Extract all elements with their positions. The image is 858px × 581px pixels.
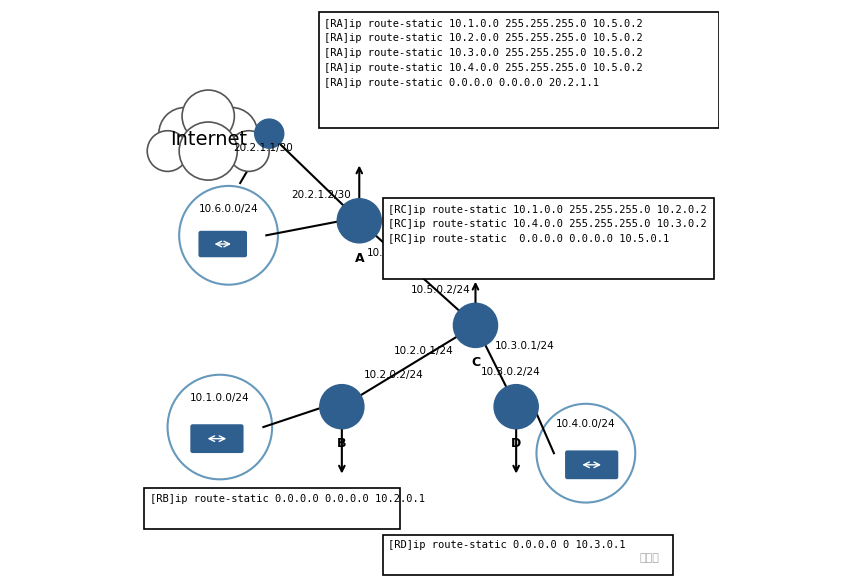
- Circle shape: [494, 385, 538, 429]
- Text: 10.2.0.2/24: 10.2.0.2/24: [365, 370, 424, 379]
- Circle shape: [337, 199, 381, 243]
- Text: [RD]ip route-static 0.0.0.0 0 10.3.0.1: [RD]ip route-static 0.0.0.0 0 10.3.0.1: [389, 540, 625, 550]
- Text: 10.4.0.0/24: 10.4.0.0/24: [556, 419, 616, 429]
- FancyBboxPatch shape: [383, 535, 673, 575]
- FancyBboxPatch shape: [197, 230, 248, 258]
- Text: 10.6.0.0/24: 10.6.0.0/24: [199, 204, 258, 214]
- Text: [RC]ip route-static 10.1.0.0 255.255.255.0 10.2.0.2
[RC]ip route-static 10.4.0.0: [RC]ip route-static 10.1.0.0 255.255.255…: [389, 205, 707, 244]
- Text: 10.5.0.1/24: 10.5.0.1/24: [367, 248, 427, 257]
- Text: B: B: [337, 437, 347, 450]
- Circle shape: [179, 122, 238, 180]
- Text: Internet: Internet: [170, 130, 247, 149]
- FancyBboxPatch shape: [565, 450, 619, 480]
- Text: 10.3.0.2/24: 10.3.0.2/24: [480, 367, 541, 376]
- Text: 20.2.1.2/30: 20.2.1.2/30: [292, 189, 352, 199]
- Text: D: D: [511, 437, 522, 450]
- FancyBboxPatch shape: [383, 198, 714, 279]
- Circle shape: [255, 119, 284, 148]
- FancyBboxPatch shape: [190, 424, 245, 454]
- Text: 路由器: 路由器: [640, 553, 660, 563]
- Circle shape: [320, 385, 364, 429]
- FancyBboxPatch shape: [318, 12, 720, 128]
- Circle shape: [453, 303, 498, 347]
- Text: 10.5.0.2/24: 10.5.0.2/24: [411, 285, 470, 295]
- Circle shape: [182, 90, 234, 142]
- Text: C: C: [471, 356, 480, 369]
- Circle shape: [148, 131, 188, 171]
- Text: A: A: [354, 252, 364, 264]
- Text: [RB]ip route-static 0.0.0.0 0.0.0.0 10.2.0.1: [RB]ip route-static 0.0.0.0 0.0.0.0 10.2…: [150, 494, 425, 504]
- Text: 10.1.0.0/24: 10.1.0.0/24: [190, 393, 250, 403]
- Text: 10.2.0.1/24: 10.2.0.1/24: [393, 346, 453, 356]
- Text: [RA]ip route-static 10.1.0.0 255.255.255.0 10.5.0.2
[RA]ip route-static 10.2.0.0: [RA]ip route-static 10.1.0.0 255.255.255…: [324, 19, 644, 88]
- Circle shape: [228, 131, 269, 171]
- Circle shape: [205, 107, 257, 160]
- Text: 20.2.1.1/30: 20.2.1.1/30: [233, 143, 293, 153]
- FancyBboxPatch shape: [144, 488, 400, 529]
- Text: 10.3.0.1/24: 10.3.0.1/24: [495, 340, 555, 350]
- Circle shape: [159, 107, 211, 160]
